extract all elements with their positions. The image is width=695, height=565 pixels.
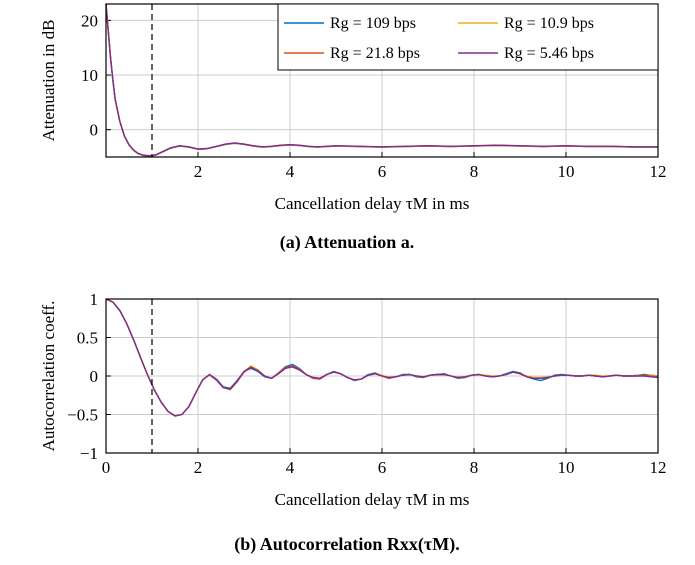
caption-a: (a) Attenuation a. — [280, 232, 415, 253]
chart-attenuation: 2 4 6 8 10 12 20 10 0 Attenuation in dB Cancella… — [39, 3, 667, 253]
series-lines-a — [105, 3, 658, 157]
x-tick-label: 4 — [286, 458, 295, 477]
x-tick-label: 10 — [558, 458, 575, 477]
x-tick-label: 2 — [194, 162, 203, 181]
series-line-4 — [105, 298, 659, 417]
plot-frame-b — [105, 298, 659, 454]
y-tick-label: 0.5 — [77, 329, 98, 348]
y-tick-label: 20 — [81, 11, 98, 30]
legend: Rg = 109 bps Rg = 10.9 bps Rg = 21.8 bps Rg… — [277, 3, 659, 71]
legend-entry-4: Rg = 5.46 bps — [504, 45, 594, 62]
y-axis-label-b: Autocorrelation coeff. — [39, 301, 58, 452]
x-tick-label: 8 — [470, 162, 479, 181]
tick-labels-a: 2 4 6 8 10 12 20 10 0 — [81, 11, 667, 181]
x-tick-label: 12 — [650, 458, 667, 477]
y-tick-label: −1 — [80, 444, 98, 463]
series-lines-b — [105, 298, 659, 417]
x-tick-label: 6 — [378, 458, 387, 477]
x-tick-label: 2 — [194, 458, 203, 477]
x-axis-label-a: Cancellation delay τM in ms — [275, 194, 470, 213]
x-tick-label: 12 — [650, 162, 667, 181]
y-tick-label: 10 — [81, 66, 98, 85]
x-tick-label: 4 — [286, 162, 295, 181]
tick-labels-b: 0 2 4 6 8 10 12 1 0.5 0 −0.5 −1 — [67, 290, 666, 477]
y-tick-label: 1 — [90, 290, 99, 309]
x-tick-label: 8 — [470, 458, 479, 477]
x-tick-label: 0 — [102, 458, 111, 477]
legend-entry-3: Rg = 21.8 bps — [330, 45, 420, 62]
x-axis-label-b: Cancellation delay τM in ms — [275, 490, 470, 509]
legend-entry-2: Rg = 10.9 bps — [504, 15, 594, 32]
series-line-4 — [105, 3, 658, 157]
y-tick-label: 0 — [90, 121, 99, 140]
y-axis-label-a: Attenuation in dB — [39, 20, 58, 142]
x-tick-label: 6 — [378, 162, 387, 181]
legend-entry-1: Rg = 109 bps — [330, 15, 416, 32]
y-tick-label: 0 — [90, 367, 99, 386]
caption-b: (b) Autocorrelation Rxx(τM). — [234, 534, 459, 555]
y-tick-label: −0.5 — [67, 406, 98, 425]
x-tick-label: 10 — [558, 162, 575, 181]
chart-autocorrelation: 0 2 4 6 8 10 12 1 0.5 0 −0.5 −1 Autocorrelation coe… — [39, 290, 667, 555]
legend-box — [277, 3, 659, 71]
